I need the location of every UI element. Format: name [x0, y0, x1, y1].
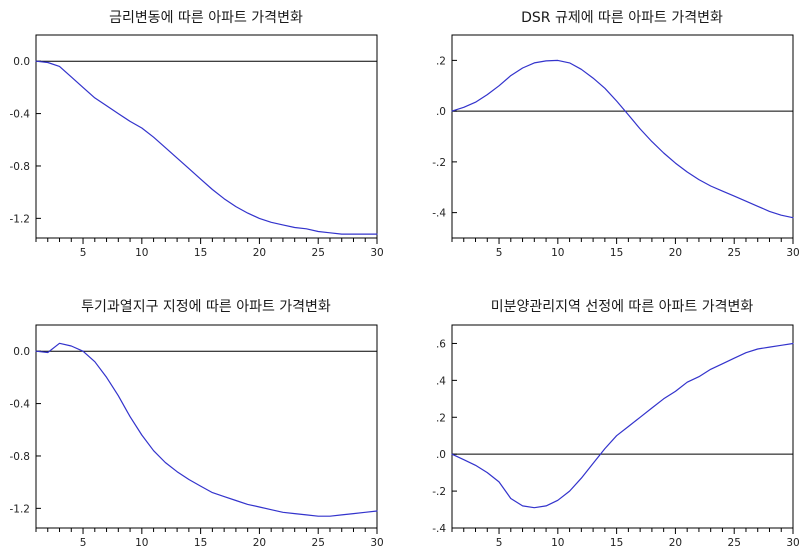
x-tick-label: 10: [551, 247, 564, 259]
x-tick-label: 30: [786, 537, 799, 549]
x-tick-label: 5: [496, 247, 503, 259]
plot-frame: [35, 324, 378, 529]
y-tick-label: .2: [436, 412, 446, 424]
y-tick-label: -.4: [432, 208, 446, 220]
y-tick-label: 0.0: [13, 346, 30, 358]
x-tick-label: 5: [496, 537, 503, 549]
chart-title: 금리변동에 따른 아파트 가격변화: [109, 10, 303, 26]
x-tick-label: 15: [610, 247, 623, 259]
y-tick-label: -1.2: [10, 213, 31, 225]
x-tick-label: 5: [80, 247, 87, 259]
x-tick-label: 30: [786, 247, 799, 259]
y-tick-label: -0.8: [10, 451, 31, 463]
plot-frame: [451, 324, 794, 529]
x-tick-label: 25: [728, 247, 741, 259]
y-tick-label: .2: [436, 55, 446, 67]
chart-title: DSR 규제에 따른 아파트 가격변화: [521, 10, 723, 26]
x-tick-label: 25: [728, 537, 741, 549]
x-tick-label: 10: [551, 537, 564, 549]
y-tick-label: -0.8: [10, 161, 31, 173]
x-tick-label: 20: [253, 247, 266, 259]
chart-panel-4: 미분양관리지역 선정에 따른 아파트 가격변화 5 10 15 20 25 30 .6 .4 .2…: [432, 299, 800, 549]
y-tick-label: -.4: [432, 523, 446, 535]
chart-title: 미분양관리지역 선정에 따른 아파트 가격변화: [491, 299, 754, 315]
x-tick-label: 25: [312, 537, 325, 549]
x-tick-label: 15: [194, 247, 207, 259]
x-tick-label: 20: [669, 537, 682, 549]
series-line: [35, 342, 378, 517]
y-tick-label: .0: [436, 106, 446, 118]
y-tick-label: -.2: [432, 486, 446, 498]
y-tick-label: -0.4: [10, 109, 31, 121]
chart-panel-3: 투기과열지구 지정에 따른 아파트 가격변화 5 10 15 20 25 30 0.0 -0.4…: [10, 299, 384, 549]
x-tick-label: 20: [669, 247, 682, 259]
series-line: [451, 342, 794, 509]
y-tick-label: -.2: [432, 157, 446, 169]
x-tick-label: 5: [80, 537, 87, 549]
x-tick-label: 20: [253, 537, 266, 549]
y-tick-label: .0: [436, 449, 446, 461]
y-tick-label: -0.4: [10, 399, 31, 411]
x-tick-label: 10: [135, 247, 148, 259]
y-tick-label: .6: [436, 338, 446, 350]
x-tick-label: 25: [312, 247, 325, 259]
chart-panel-2: DSR 규제에 따른 아파트 가격변화 5 10 15 20 25 30 .2 .0 -.2 -.4: [432, 10, 800, 259]
x-tick-label: 30: [370, 537, 383, 549]
x-tick-label: 15: [610, 537, 623, 549]
series-line: [35, 60, 378, 235]
y-tick-label: 0.0: [13, 56, 30, 68]
y-tick-label: .4: [436, 375, 446, 387]
series-line: [451, 59, 794, 219]
plot-frame: [451, 34, 794, 239]
x-tick-label: 10: [135, 537, 148, 549]
x-tick-label: 30: [370, 247, 383, 259]
chart-title: 투기과열지구 지정에 따른 아파트 가격변화: [81, 299, 331, 315]
y-tick-label: -1.2: [10, 503, 31, 515]
plot-frame: [35, 34, 378, 239]
x-tick-label: 15: [194, 537, 207, 549]
chart-panel-1: 금리변동에 따른 아파트 가격변화 5 10 15 20 25 30 0.0 -0.4 -0.8 -…: [10, 10, 384, 259]
